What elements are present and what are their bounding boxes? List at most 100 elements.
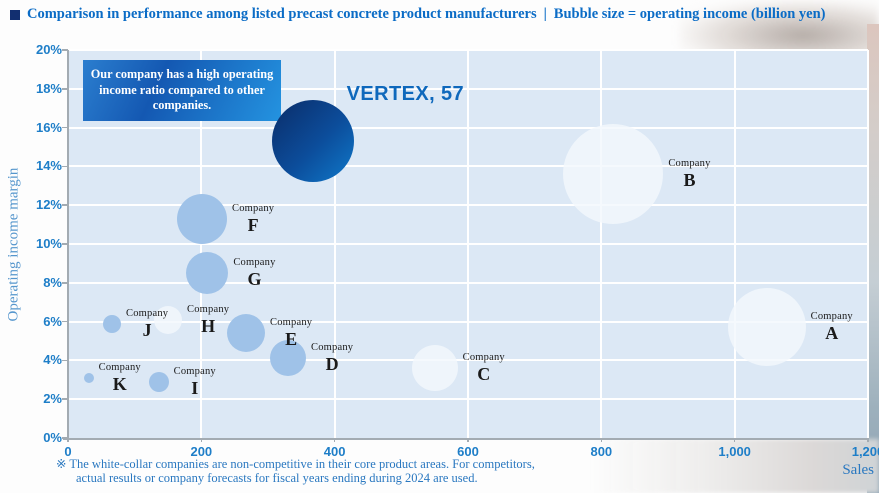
bubble-label-company-h: Company H	[187, 304, 229, 336]
x-tick-label: 0	[64, 444, 72, 459]
y-axis-tick	[62, 243, 68, 245]
bubble-company-i	[148, 371, 169, 392]
x-tick-label: 200	[190, 444, 213, 459]
company-word: Company	[232, 202, 275, 214]
company-letter: D	[325, 354, 339, 375]
x-axis-tick	[67, 438, 69, 442]
bubble-vertex	[271, 100, 354, 183]
bubble-label-company-c: Company C	[463, 352, 505, 384]
chart-title: Comparison in performance among listed p…	[27, 6, 537, 22]
bubble-label-company-d: Company D	[311, 343, 353, 375]
gridline-horizontal	[68, 49, 868, 51]
footnote-line-2: actual results or company forecasts for …	[76, 470, 478, 485]
y-axis-tick	[62, 49, 68, 51]
vertex-bubble-label: VERTEX, 57	[346, 83, 465, 106]
gridline-horizontal	[68, 204, 868, 207]
company-word: Company	[462, 352, 505, 364]
gridline-horizontal	[68, 165, 868, 168]
company-letter: F	[247, 214, 259, 235]
company-letter: B	[683, 170, 696, 191]
gridline-horizontal	[68, 243, 868, 245]
y-tick-label: 8%	[43, 274, 62, 290]
bubble-label-company-b: Company B	[668, 158, 710, 190]
x-axis-tick	[333, 438, 336, 442]
y-tick-label: 10%	[35, 236, 62, 251]
company-letter: J	[142, 319, 152, 340]
gridline-horizontal	[68, 87, 868, 90]
company-letter: I	[191, 377, 199, 398]
y-axis-tick	[62, 398, 68, 400]
bubble-label-company-a: Company A	[811, 311, 853, 343]
y-axis-tick	[62, 320, 68, 323]
bubble-company-f	[177, 193, 227, 244]
bubble-company-e	[227, 314, 265, 353]
footnote-line-1: ※ The white-collar companies are non-com…	[56, 457, 535, 471]
company-word: Company	[173, 365, 216, 377]
bubble-label-company-e: Company E	[270, 317, 312, 349]
title-bullet-icon	[10, 9, 20, 20]
company-letter: C	[477, 364, 491, 385]
y-tick-label: 4%	[43, 352, 62, 368]
x-axis-tick	[600, 438, 603, 442]
y-tick-label: 12%	[35, 197, 62, 213]
y-tick-label: 16%	[35, 119, 62, 135]
y-tick-label: 2%	[43, 391, 62, 407]
bubble-label-company-i: Company I	[174, 366, 216, 398]
company-word: Company	[810, 311, 853, 323]
gridline-horizontal	[68, 398, 868, 401]
company-letter: E	[285, 329, 298, 350]
chart-title-row: Comparison in performance among listed p…	[10, 6, 825, 23]
y-axis-tick	[62, 204, 68, 206]
callout-box: Our company has a high operating income …	[83, 60, 281, 122]
gridline-horizontal	[68, 281, 868, 284]
bubble-company-b	[563, 124, 664, 225]
company-word: Company	[668, 158, 711, 170]
y-tick-label: 20%	[35, 42, 62, 57]
bubble-size-note: Bubble size = operating income (billion …	[553, 6, 826, 22]
bubble-company-h	[154, 305, 182, 334]
y-axis-tick	[62, 437, 68, 439]
x-axis-tick	[733, 438, 736, 442]
company-word: Company	[311, 342, 354, 354]
company-word: Company	[187, 303, 230, 315]
company-letter: A	[825, 323, 839, 344]
x-tick-label: 1,200	[851, 444, 879, 459]
x-axis-tick	[200, 438, 203, 442]
x-tick-label: 600	[457, 444, 479, 459]
y-axis-tick	[62, 126, 68, 129]
y-tick-label: 0%	[43, 430, 62, 445]
company-letter: G	[247, 269, 262, 290]
footnote: ※ The white-collar companies are non-com…	[56, 457, 535, 486]
company-letter: H	[201, 315, 216, 336]
company-word: Company	[126, 307, 169, 319]
company-word: Company	[233, 257, 276, 269]
bubble-company-g	[186, 252, 229, 295]
title-separator: |	[543, 6, 547, 22]
y-axis-tick	[62, 88, 68, 90]
bubble-label-company-g: Company G	[233, 257, 275, 289]
x-axis-tick	[467, 438, 469, 442]
gridline-horizontal	[68, 359, 868, 362]
company-letter: K	[112, 373, 127, 394]
y-tick-label: 6%	[43, 313, 62, 329]
bubble-company-j	[103, 314, 121, 333]
y-tick-label: 14%	[35, 158, 62, 174]
x-axis-tick	[867, 438, 869, 442]
company-word: Company	[270, 317, 313, 329]
bubble-label-company-f: Company F	[232, 203, 274, 235]
y-tick-label: 18%	[35, 80, 62, 96]
bubble-label-company-j: Company J	[126, 308, 168, 340]
x-tick-label: 1,000	[718, 444, 751, 459]
gridline-horizontal	[68, 320, 868, 323]
y-axis-tick	[62, 165, 68, 168]
bubble-company-k	[83, 372, 94, 383]
callout-text: Our company has a high operating income …	[90, 67, 274, 113]
y-axis-tick	[62, 282, 68, 284]
y-axis-tick	[62, 359, 68, 362]
bubble-company-a	[727, 288, 806, 367]
x-axis-line	[63, 438, 869, 440]
x-axis-title: Sales	[842, 462, 874, 478]
gridline-horizontal	[68, 126, 868, 129]
bubble-company-d	[270, 340, 306, 377]
